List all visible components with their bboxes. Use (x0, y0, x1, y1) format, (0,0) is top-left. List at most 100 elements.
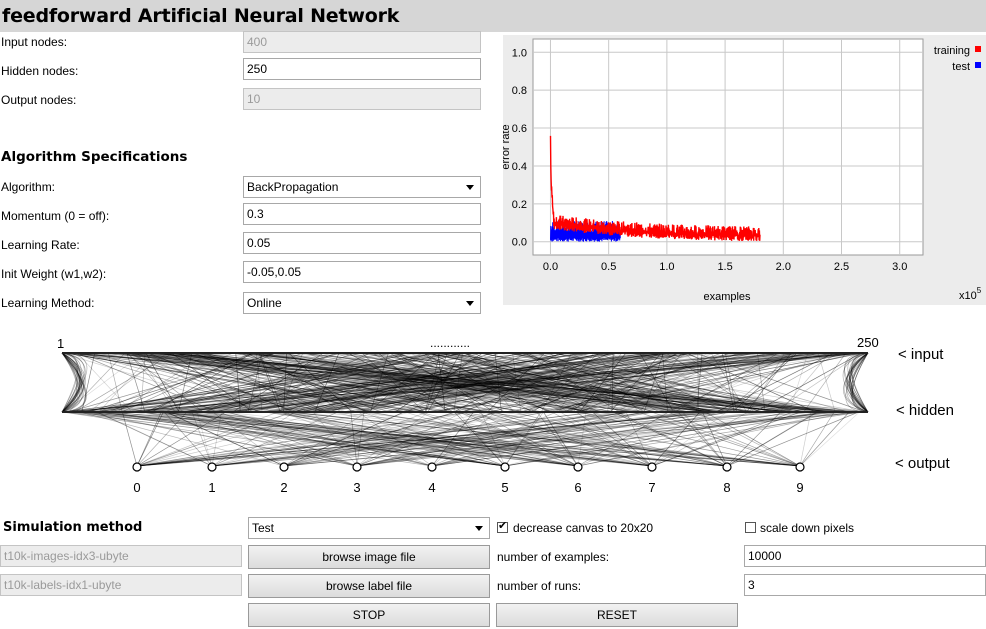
connection-input-hidden (842, 352, 869, 413)
connection-input-hidden (194, 352, 486, 413)
algorithm-select[interactable]: BackPropagation (243, 176, 481, 198)
connection-input-hidden (850, 352, 869, 413)
connection-hidden-output (799, 411, 860, 467)
connection-input-hidden (406, 352, 528, 413)
connection-hidden-output (158, 411, 728, 467)
connection-input-hidden (346, 352, 721, 413)
num-examples-field[interactable]: 10000 (744, 545, 986, 567)
connection-input-hidden (291, 352, 757, 413)
connection-input-hidden (263, 352, 437, 413)
connection-input-hidden (61, 352, 80, 413)
output-node-label: 6 (574, 480, 581, 495)
connection-hidden-output (141, 411, 506, 467)
connection-hidden-output (211, 411, 650, 467)
connection-input-hidden (446, 352, 816, 413)
connection-input-hidden (61, 352, 85, 413)
connection-input-hidden (164, 352, 303, 413)
connection-input-hidden (90, 352, 323, 413)
connection-hidden-output (350, 411, 358, 467)
connection-input-hidden (803, 352, 847, 413)
connection-input-hidden (61, 352, 87, 413)
connection-hidden-output (63, 411, 506, 467)
chevron-down-icon (466, 301, 474, 306)
connection-input-hidden (129, 352, 376, 413)
connection-hidden-output (283, 411, 691, 467)
connection-hidden-output (83, 411, 358, 467)
connection-hidden-output (356, 411, 836, 467)
connection-input-hidden (652, 352, 730, 413)
init-weight-field[interactable]: -0.05,0.05 (243, 261, 481, 283)
connection-hidden-output (136, 411, 598, 467)
stop-button[interactable]: STOP (248, 603, 490, 627)
connection-input-hidden (636, 352, 708, 413)
network-connections (61, 352, 869, 467)
hidden-nodes-field[interactable]: 250 (243, 58, 481, 80)
connection-hidden-output (196, 411, 213, 467)
connection-input-hidden (61, 352, 82, 413)
connection-input-hidden (637, 352, 849, 413)
connection-hidden-output (268, 411, 579, 467)
input-last-label: 250 (857, 335, 879, 350)
connection-input-hidden (453, 352, 463, 413)
connection-hidden-output (290, 411, 801, 467)
connection-hidden-output (273, 411, 579, 467)
connection-hidden-output (283, 411, 693, 467)
chart-y-tick-label: 1.0 (512, 47, 527, 59)
connection-hidden-output (651, 411, 793, 467)
connection-hidden-output (130, 411, 579, 467)
browse-label-button[interactable]: browse label file (248, 574, 490, 598)
connection-hidden-output (211, 411, 863, 467)
connection-hidden-output (726, 411, 818, 467)
connection-input-hidden (410, 352, 677, 413)
learning-method-select[interactable]: Online (243, 292, 481, 314)
connection-hidden-output (283, 411, 456, 467)
connection-input-hidden (483, 352, 707, 413)
connection-hidden-output (495, 411, 653, 467)
num-runs-field[interactable]: 3 (744, 574, 986, 596)
connection-hidden-output (683, 411, 728, 467)
connection-input-hidden (415, 352, 583, 413)
connection-input-hidden (846, 352, 869, 413)
connection-hidden-output (356, 411, 464, 467)
connection-hidden-output (97, 411, 213, 467)
learning-rate-field[interactable]: 0.05 (243, 232, 481, 254)
reset-button[interactable]: RESET (496, 603, 738, 627)
chart-y-tick-label: 0.2 (512, 199, 527, 211)
browse-image-button[interactable]: browse image file (248, 545, 490, 569)
connection-hidden-output (577, 411, 850, 467)
connection-input-hidden (457, 352, 658, 413)
output-node-circle (279, 462, 289, 472)
output-layer-label: < output (895, 455, 950, 472)
connection-input-hidden (80, 352, 471, 413)
simulation-method-select[interactable]: Test (248, 517, 490, 539)
connection-input-hidden (311, 352, 657, 413)
decrease-canvas-checkbox[interactable] (497, 519, 508, 533)
connection-input-hidden (610, 352, 662, 413)
connection-input-hidden (61, 352, 81, 413)
chart-y-axis-label: error rate (503, 124, 512, 169)
connection-input-hidden (427, 352, 461, 413)
connection-hidden-output (136, 411, 164, 467)
connection-input-hidden (166, 352, 830, 413)
connection-input-hidden (246, 352, 367, 413)
connection-input-hidden (196, 352, 355, 413)
connection-input-hidden (843, 352, 869, 413)
connection-input-hidden (67, 352, 669, 413)
connection-hidden-output (282, 411, 433, 467)
connection-input-hidden (845, 352, 869, 413)
connection-input-hidden (849, 352, 869, 413)
connection-hidden-output (155, 411, 579, 467)
connection-hidden-output (371, 411, 653, 467)
output-node-circle (647, 462, 657, 472)
connection-input-hidden (264, 352, 494, 413)
connection-input-hidden (83, 352, 562, 413)
connection-input-hidden (61, 352, 80, 413)
connection-input-hidden (148, 352, 294, 413)
momentum-field[interactable]: 0.3 (243, 203, 481, 225)
connection-hidden-output (87, 411, 506, 467)
connection-input-hidden (611, 352, 614, 413)
input-nodes-field: 400 (243, 31, 481, 53)
scale-down-checkbox[interactable] (745, 522, 756, 533)
connection-input-hidden (319, 352, 613, 413)
connection-hidden-output (136, 411, 226, 467)
